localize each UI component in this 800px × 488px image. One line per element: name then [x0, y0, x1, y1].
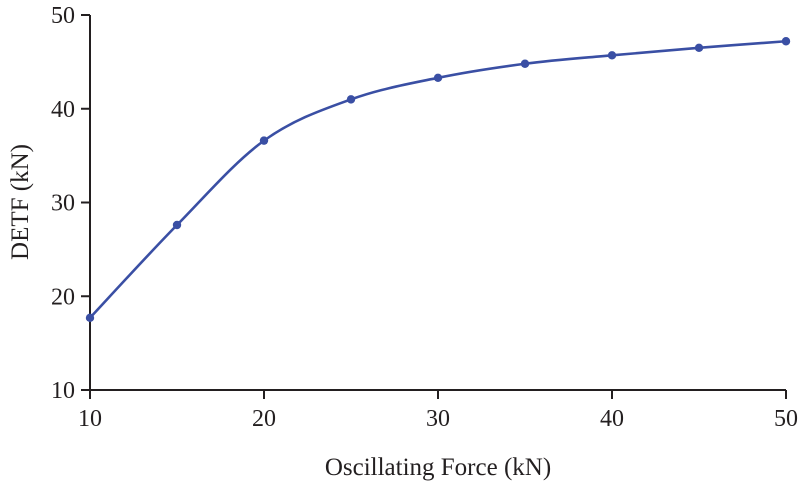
data-point-marker [694, 43, 704, 53]
data-line [88, 39, 788, 320]
data-point-marker [607, 51, 617, 60]
data-point-marker [85, 313, 95, 323]
y-tick-label: 30 [51, 191, 75, 217]
data-point-marker [259, 136, 269, 145]
y-tick-label: 50 [51, 3, 75, 29]
x-tick-label: 40 [600, 406, 624, 432]
data-point-marker [433, 73, 443, 83]
y-tick-label: 10 [51, 378, 75, 404]
axes-spines [89, 15, 786, 391]
data-point-marker [781, 37, 791, 46]
data-point-marker [172, 220, 182, 230]
x-tick-label: 20 [252, 406, 276, 432]
data-point-marker [520, 59, 530, 68]
data-point-marker [346, 95, 356, 104]
x-axis-label: Oscillating Force (kN) [324, 454, 552, 481]
x-tick-label: 50 [774, 406, 798, 432]
x-tick-label: 10 [78, 406, 102, 432]
y-tick-label: 20 [51, 284, 75, 310]
y-tick-label: 40 [51, 97, 75, 123]
y-axis-label: DETF (kN) [7, 144, 34, 260]
x-tick-label: 30 [426, 406, 450, 432]
